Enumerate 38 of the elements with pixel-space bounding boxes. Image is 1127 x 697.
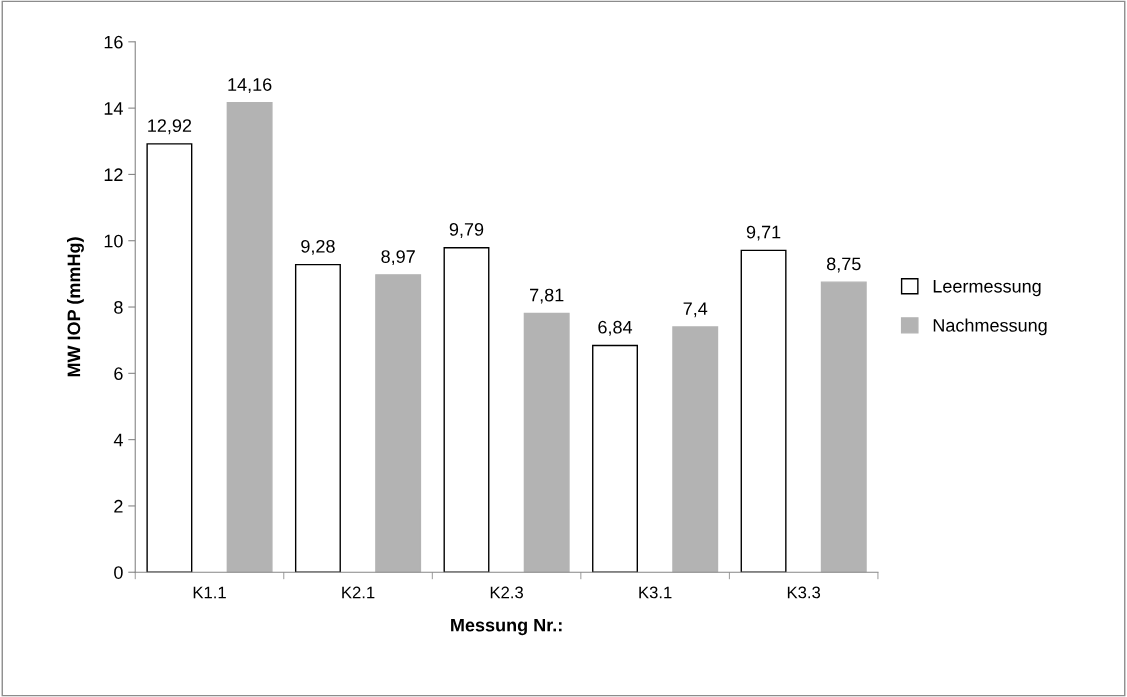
bar	[443, 246, 490, 573]
bar	[375, 274, 422, 573]
data-label: 7,81	[530, 288, 564, 304]
y-tick-label: 0	[114, 566, 123, 579]
bar	[226, 102, 273, 573]
x-tick-label: K1.1	[193, 586, 226, 599]
bar	[592, 344, 638, 573]
data-label: 8,75	[826, 257, 861, 273]
x-tick-label: K2.3	[490, 586, 523, 599]
x-axis-title: Messung Nr.:	[451, 618, 562, 636]
bar	[740, 249, 787, 573]
legend-label: Nachmessung	[933, 318, 1047, 336]
legend-label: Leermessung	[933, 280, 1041, 297]
y-tick-label: 4	[113, 433, 123, 447]
bar	[294, 263, 341, 573]
bar	[820, 281, 867, 573]
y-tick-label: 16	[104, 35, 123, 49]
data-label: 7,4	[683, 302, 708, 318]
x-tick-label: K3.1	[639, 586, 672, 599]
y-tick-label: 2	[114, 499, 123, 513]
y-tick-label: 6	[114, 367, 123, 381]
data-label: 8,97	[381, 250, 415, 266]
data-label: 6,84	[598, 320, 633, 336]
data-label: 12,92	[148, 119, 192, 135]
y-tick-label: 10	[104, 234, 123, 248]
data-label: 9,71	[746, 225, 781, 241]
data-label: 14,16	[228, 78, 272, 94]
data-label: 9,79	[449, 223, 484, 238]
data-label: 9,28	[301, 239, 335, 255]
x-tick-label: K2.1	[342, 586, 375, 599]
bar	[523, 312, 570, 573]
bar	[672, 326, 719, 573]
y-tick-label: 14	[104, 102, 123, 115]
bar	[146, 143, 193, 573]
y-axis-title: MW IOP (mmHg)	[67, 237, 84, 377]
y-tick-label: 12	[104, 168, 123, 181]
x-tick-label: K3.3	[787, 586, 821, 599]
y-tick-label: 8	[114, 300, 123, 314]
